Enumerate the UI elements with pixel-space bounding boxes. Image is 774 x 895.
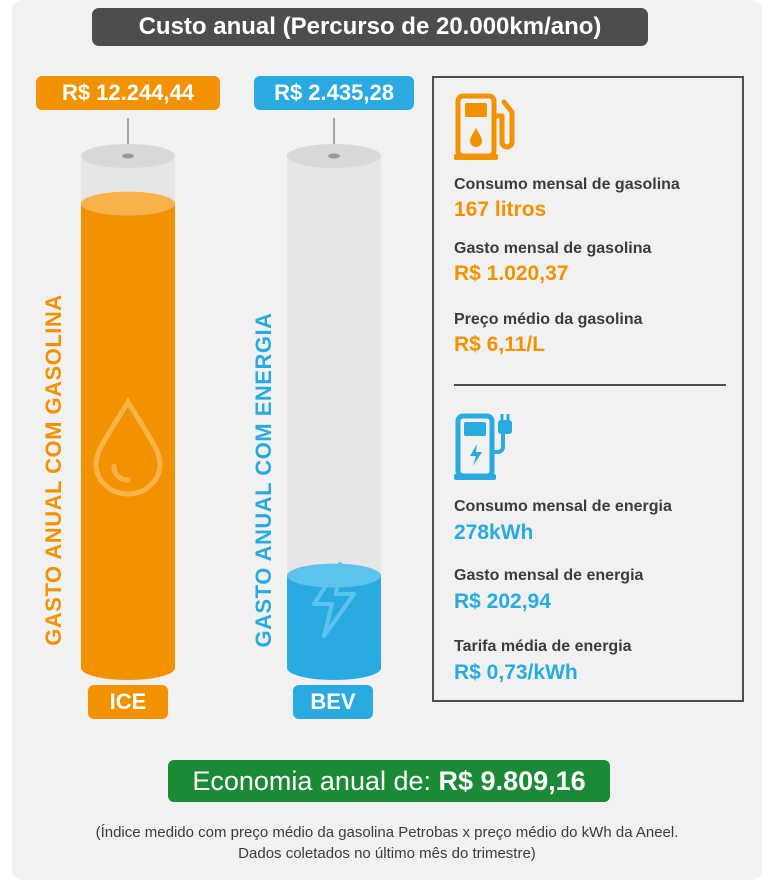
ice-category-label: ICE [88, 685, 168, 719]
saving-prefix: Economia anual de: [192, 766, 432, 796]
water-drop-icon [93, 397, 163, 497]
footnote-line-1: (Índice medido com preço médio da gasoli… [95, 824, 679, 841]
ice-axis-label: GASTO ANUAL COM GASOLINA [41, 294, 66, 646]
energy-tariff-label: Tarifa média de energia [454, 638, 632, 655]
cylinder-glass [287, 156, 381, 680]
gas-cost-value: R$ 1.020,37 [454, 262, 569, 285]
saving-value: R$ 9.809,16 [438, 766, 586, 796]
energy-consumption-value: 278kWh [454, 521, 534, 544]
energy-cost-label: Gasto mensal de energia [454, 567, 644, 584]
info-panel: Consumo mensal de gasolina 167 litros Ga… [432, 76, 744, 702]
chart-title: Custo anual (Percurso de 20.000km/ano) [92, 8, 648, 46]
gas-cost-label: Gasto mensal de gasolina [454, 240, 652, 257]
water-drop-shine [111, 463, 131, 483]
bev-axis-label: GASTO ANUAL COM ENERGIA [251, 312, 276, 648]
bev-category-label: BEV [293, 685, 373, 719]
ev-charger-icon [454, 413, 512, 480]
bev-value-label: R$ 2.435,28 [254, 76, 414, 110]
ice-value-label: R$ 12.244,44 [36, 76, 220, 110]
annual-saving-banner: Economia anual de: R$ 9.809,16 [168, 760, 610, 802]
gas-consumption-value: 167 litros [454, 198, 547, 221]
bar-bev [287, 575, 381, 680]
footnote-line-2: Dados coletados no último mês do trimest… [238, 845, 536, 862]
energy-tariff-value: R$ 0,73/kWh [454, 661, 578, 684]
panel-divider [454, 384, 726, 386]
energy-consumption-label: Consumo mensal de energia [454, 498, 672, 515]
fuel-pump-icon [454, 93, 515, 160]
cylinder-cap [328, 153, 340, 159]
cylinder-cap [122, 153, 134, 159]
bar-ice [81, 203, 175, 680]
gas-consumption-label: Consumo mensal de gasolina [454, 176, 680, 193]
gas-price-value: R$ 6,11/L [454, 333, 546, 356]
bar-top-ice [81, 191, 175, 216]
footnote: (Índice medido com preço médio da gasoli… [12, 822, 762, 864]
lightning-icon [312, 562, 356, 638]
energy-cost-value: R$ 202,94 [454, 590, 551, 613]
gas-price-label: Preço médio da gasolina [454, 311, 643, 328]
